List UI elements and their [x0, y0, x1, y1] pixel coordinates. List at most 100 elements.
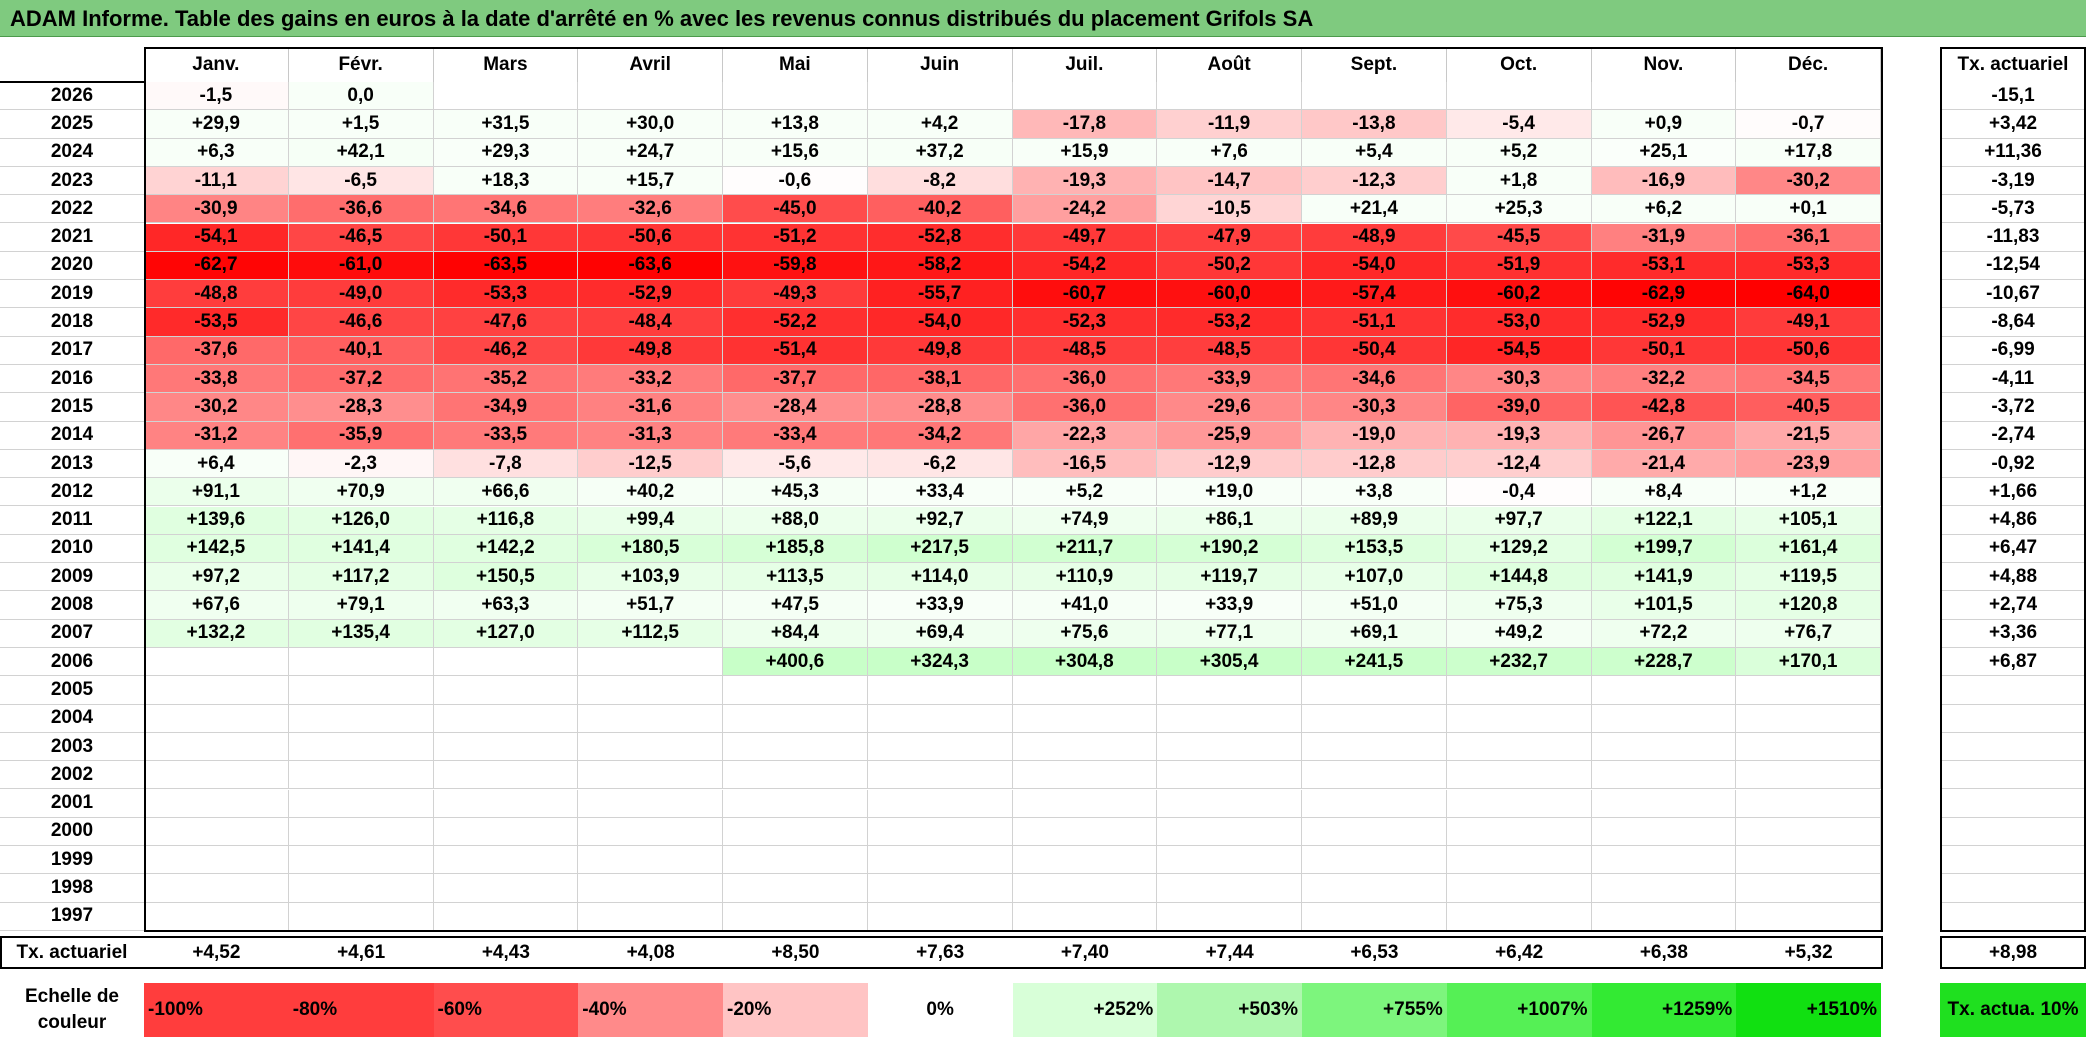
gain-cell — [1302, 817, 1447, 847]
gain-cell — [1591, 789, 1737, 818]
gain-cell: +69,1 — [1302, 619, 1447, 648]
year-label: 2006 — [0, 648, 144, 677]
gain-cell: +51,0 — [1302, 591, 1447, 620]
scale-step: +1259% — [1591, 983, 1737, 1037]
gain-cell — [433, 82, 579, 111]
gain-cell: +161,4 — [1736, 534, 1881, 564]
month-header: Juil. — [1013, 47, 1158, 82]
row-actuarial-rate: +3,42 — [1940, 110, 2086, 139]
gain-cell: +5,2 — [1446, 138, 1592, 167]
gain-cell: -34,9 — [433, 393, 579, 422]
gain-cell: -30,3 — [1302, 393, 1447, 422]
gain-cell: +31,5 — [433, 110, 579, 139]
gain-cell: -52,3 — [1012, 308, 1158, 337]
gain-cell — [144, 817, 289, 847]
footer-rate: +6,42 — [1495, 942, 1544, 963]
gain-cell — [288, 704, 434, 733]
year-label: 2015 — [0, 393, 144, 422]
gain-cell — [1012, 846, 1158, 875]
gain-cell: -19,3 — [1446, 421, 1592, 450]
year-label: 2020 — [0, 252, 144, 281]
gain-cell: +49,2 — [1446, 619, 1592, 648]
year-label: 1998 — [0, 874, 144, 903]
gain-cell — [1446, 902, 1592, 931]
year-label: 2004 — [0, 705, 144, 733]
gain-cell — [867, 902, 1013, 931]
gain-cell: +97,2 — [144, 563, 289, 592]
gain-cell: -46,6 — [288, 308, 434, 337]
gain-cell: +228,7 — [1591, 648, 1737, 677]
gain-cell — [288, 817, 434, 847]
gain-cell: -48,8 — [144, 280, 289, 309]
gain-cell: +77,1 — [1157, 619, 1302, 648]
gain-cell: -64,0 — [1736, 280, 1881, 309]
gain-cell: -54,5 — [1446, 336, 1592, 365]
gain-cell: -52,9 — [1591, 308, 1737, 337]
gain-cell — [1591, 704, 1737, 733]
gain-cell: -50,6 — [578, 223, 723, 252]
gain-cell: -32,2 — [1591, 365, 1737, 394]
gain-cell: -28,3 — [288, 393, 434, 422]
gain-cell: -49,8 — [578, 336, 723, 365]
gain-cell — [288, 761, 434, 790]
gain-cell — [1302, 874, 1447, 903]
gain-cell: +144,8 — [1446, 563, 1592, 592]
gain-cell: -46,2 — [433, 336, 579, 365]
gain-cell: -63,5 — [433, 251, 579, 281]
row-actuarial-rate: +1,66 — [1940, 478, 2086, 507]
year-label: 2022 — [0, 195, 144, 224]
gain-cell — [288, 676, 434, 705]
gain-cell — [1446, 732, 1592, 762]
gain-cell — [1446, 82, 1592, 111]
row-actuarial-rate — [1940, 761, 2086, 790]
gain-cell — [1736, 874, 1881, 903]
gain-cell: -50,4 — [1302, 336, 1447, 365]
gain-cell — [1446, 761, 1592, 790]
month-header: Avril — [578, 47, 723, 82]
gain-cell — [1736, 789, 1881, 818]
gain-cell: +170,1 — [1736, 648, 1881, 677]
gain-cell: +120,8 — [1736, 591, 1881, 620]
footer-rate: +4,61 — [337, 942, 386, 963]
year-label: 2024 — [0, 139, 144, 167]
gain-cell — [578, 789, 723, 818]
gain-cell: -11,9 — [1157, 110, 1302, 139]
gain-cell: -34,5 — [1736, 365, 1881, 394]
gain-cell: -21,5 — [1736, 421, 1881, 450]
footer-total-rate: +8,98 — [1988, 942, 2038, 963]
gain-cell: -5,6 — [723, 449, 868, 479]
gain-cell: -30,3 — [1446, 365, 1592, 394]
gain-cell — [1736, 817, 1881, 847]
gain-cell: +79,1 — [288, 591, 434, 620]
gain-cell: -54,0 — [867, 308, 1013, 337]
footer-rate: +4,08 — [626, 942, 675, 963]
gain-cell: -60,7 — [1012, 280, 1158, 309]
gain-cell: -42,8 — [1591, 393, 1737, 422]
gain-cell: -52,2 — [723, 308, 868, 337]
gain-cell — [1591, 761, 1737, 790]
gain-cell: -49,7 — [1012, 223, 1158, 252]
gain-cell: -51,4 — [723, 336, 868, 365]
gain-cell: +105,1 — [1736, 506, 1881, 535]
gain-cell — [1446, 874, 1592, 903]
gain-cell: +84,4 — [723, 619, 868, 648]
gain-cell: +15,9 — [1012, 138, 1158, 167]
gain-cell: -25,9 — [1157, 421, 1302, 450]
gain-cell: -57,4 — [1302, 280, 1447, 309]
gain-cell — [867, 789, 1013, 818]
gain-cell: -30,2 — [1736, 166, 1881, 196]
row-actuarial-rate: +4,88 — [1940, 563, 2086, 592]
gain-cell: -31,2 — [144, 421, 289, 450]
gain-cell — [723, 732, 868, 762]
gain-cell: -50,1 — [1591, 336, 1737, 365]
gain-cell: +119,5 — [1736, 563, 1881, 592]
gain-cell — [288, 846, 434, 875]
year-label: 2026 — [0, 82, 144, 111]
gain-cell — [1446, 789, 1592, 818]
gain-cell: +17,8 — [1736, 138, 1881, 167]
gain-cell — [144, 676, 289, 705]
year-label: 2025 — [0, 110, 144, 139]
gain-cell — [1446, 846, 1592, 875]
gain-cell: -0,6 — [723, 166, 868, 196]
gain-cell: -51,9 — [1446, 251, 1592, 281]
